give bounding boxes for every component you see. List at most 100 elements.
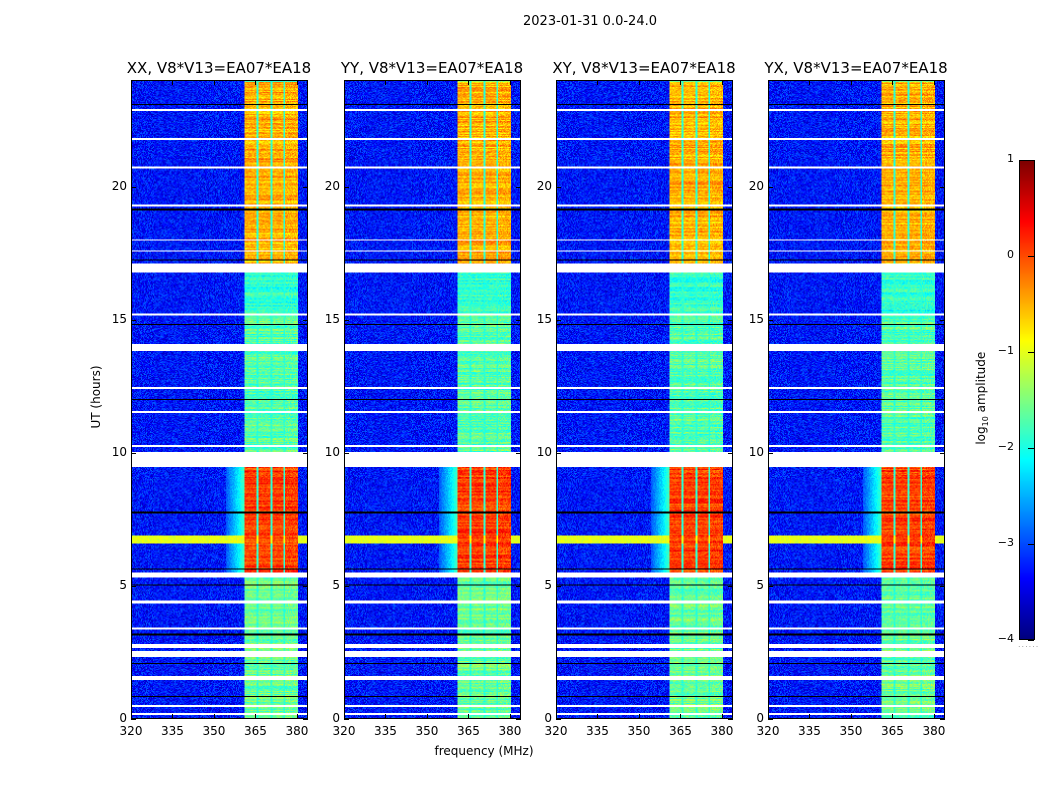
y-tick-mark: [940, 585, 945, 587]
y-tick-label: 20: [536, 178, 552, 193]
colorbar-tick-label: −3: [997, 536, 1014, 549]
x-tick-mark: [426, 80, 428, 85]
x-tick-mark: [933, 80, 935, 85]
x-tick-mark: [721, 714, 723, 719]
y-tick-mark: [728, 452, 733, 454]
colorbar-tick-mark: [1028, 448, 1034, 449]
panel-title-xy: XY, V8*V13=EA07*EA18: [552, 59, 736, 77]
y-tick-mark: [344, 452, 349, 454]
colorbar-tick-mark: [1028, 160, 1034, 161]
x-tick-mark: [556, 80, 557, 85]
x-tick-label: 350: [202, 724, 226, 738]
colorbar-tick-mark: [1028, 256, 1034, 257]
y-tick-label: 15: [111, 311, 127, 326]
heatmap-panel-xy: [556, 80, 733, 719]
panel-title-xx: XX, V8*V13=EA07*EA18: [126, 59, 312, 77]
y-tick-mark: [516, 585, 521, 587]
y-tick-mark: [344, 319, 349, 321]
x-tick-mark: [892, 80, 894, 85]
y-tick-label: 15: [536, 311, 552, 326]
x-tick-mark: [638, 80, 640, 85]
x-tick-mark: [296, 714, 298, 719]
y-tick-label: 10: [748, 444, 764, 459]
x-tick-mark: [809, 80, 811, 85]
y-tick-mark: [940, 719, 945, 720]
x-tick-mark: [680, 714, 682, 719]
y-tick-label: 0: [756, 711, 764, 725]
y-axis-label: UT (hours): [89, 365, 103, 429]
colorbar-tick-label: −1: [997, 344, 1014, 357]
x-tick-mark: [213, 80, 215, 85]
heatmap-image: [769, 81, 944, 718]
x-tick-mark: [468, 714, 470, 719]
x-tick-mark: [172, 714, 174, 719]
y-tick-mark: [303, 719, 308, 720]
x-tick-mark: [344, 714, 345, 719]
x-tick-label: 365: [669, 724, 692, 738]
x-tick-label: 350: [415, 724, 439, 738]
x-axis-label: frequency (MHz): [434, 744, 534, 758]
x-tick-mark: [131, 714, 132, 719]
x-tick-mark: [131, 80, 132, 85]
x-tick-mark: [680, 80, 682, 85]
x-tick-mark: [255, 80, 257, 85]
x-tick-mark: [892, 714, 894, 719]
y-tick-mark: [556, 186, 561, 188]
y-tick-mark: [556, 319, 561, 321]
x-tick-mark: [850, 714, 852, 719]
x-tick-mark: [385, 714, 387, 719]
y-tick-label: 0: [119, 711, 127, 725]
y-tick-mark: [516, 452, 521, 454]
colorbar-tick-label: 1: [1007, 152, 1014, 165]
y-tick-mark: [768, 186, 773, 188]
y-tick-label: 20: [111, 178, 127, 193]
x-tick-mark: [768, 714, 769, 719]
x-tick-mark: [556, 714, 557, 719]
y-tick-mark: [940, 186, 945, 188]
y-tick-mark: [556, 585, 561, 587]
x-tick-label: 320: [756, 724, 780, 738]
x-tick-mark: [426, 714, 428, 719]
y-tick-mark: [768, 719, 773, 720]
y-tick-mark: [303, 585, 308, 587]
y-tick-mark: [728, 719, 733, 720]
x-tick-mark: [597, 714, 599, 719]
colorbar-tick-mark: [1028, 640, 1034, 641]
x-tick-mark: [296, 80, 298, 85]
y-tick-mark: [728, 585, 733, 587]
colorbar-tick-mark: [1028, 544, 1034, 545]
y-tick-mark: [768, 319, 773, 321]
y-tick-label: 10: [111, 444, 127, 459]
y-tick-label: 20: [324, 178, 340, 193]
y-tick-mark: [556, 452, 561, 454]
y-tick-mark: [940, 452, 945, 454]
x-tick-mark: [385, 80, 387, 85]
figure-title: 2023-01-31 0.0-24.0: [523, 14, 657, 29]
y-tick-label: 15: [324, 311, 340, 326]
x-tick-mark: [721, 80, 723, 85]
x-tick-label: 335: [798, 724, 821, 738]
x-tick-label: 320: [544, 724, 568, 738]
y-tick-mark: [516, 319, 521, 321]
x-tick-mark: [255, 714, 257, 719]
x-tick-mark: [213, 714, 215, 719]
y-tick-mark: [344, 186, 349, 188]
y-tick-mark: [303, 319, 308, 321]
x-tick-label: 365: [244, 724, 267, 738]
y-tick-label: 5: [119, 577, 127, 592]
x-tick-label: 380: [922, 724, 946, 738]
y-tick-mark: [556, 719, 561, 720]
panel-title-yy: YY, V8*V13=EA07*EA18: [340, 59, 524, 77]
x-tick-label: 365: [457, 724, 480, 738]
y-tick-label: 0: [332, 711, 340, 725]
y-tick-label: 20: [748, 178, 764, 193]
x-tick-mark: [344, 80, 345, 85]
y-tick-mark: [344, 585, 349, 587]
colorbar-tick-label: 0: [1007, 248, 1014, 261]
x-tick-label: 380: [285, 724, 309, 738]
colorbar-extension: ......: [1018, 640, 1040, 649]
x-tick-label: 320: [119, 724, 143, 738]
x-tick-label: 335: [586, 724, 609, 738]
x-tick-mark: [933, 714, 935, 719]
